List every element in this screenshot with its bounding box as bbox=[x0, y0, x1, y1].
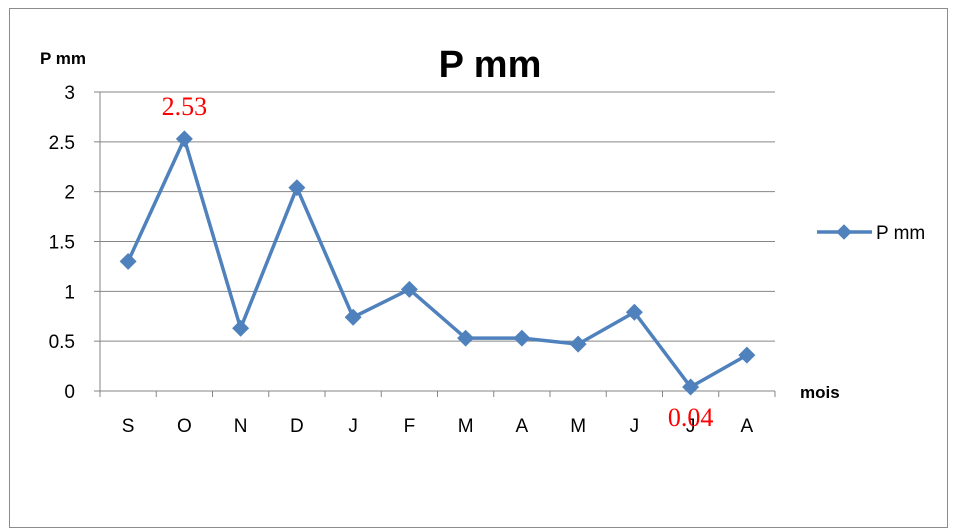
y-tick-label: 1.5 bbox=[49, 233, 75, 254]
data-labels: 2.53 0.04 bbox=[162, 92, 714, 432]
x-tick-label: J bbox=[686, 416, 696, 437]
y-axis-title: P mm bbox=[40, 49, 86, 68]
data-point bbox=[682, 378, 700, 396]
chart-title: P mm bbox=[439, 44, 542, 86]
y-tick-label: 0 bbox=[64, 382, 75, 403]
x-tick-label: D bbox=[290, 416, 304, 437]
data-point bbox=[738, 346, 756, 364]
data-point bbox=[400, 280, 418, 298]
x-tick-label: J bbox=[348, 416, 358, 437]
x-tick-label: M bbox=[458, 416, 474, 437]
y-tick-label: 2.5 bbox=[49, 133, 75, 154]
data-point bbox=[288, 179, 306, 197]
x-tick-label: O bbox=[177, 416, 192, 437]
line-chart: P mm P mm mois 00.511.522.53S O N D J F M A M J J A… bbox=[40, 44, 925, 437]
x-tick-label: N bbox=[234, 416, 248, 437]
y-tick-label: 1 bbox=[64, 282, 75, 303]
x-tick-label: F bbox=[404, 416, 416, 437]
x-axis-title: mois bbox=[800, 383, 840, 402]
x-tick-label: A bbox=[741, 416, 754, 437]
data-point bbox=[457, 329, 475, 347]
data-label: 0.04 bbox=[668, 403, 714, 432]
data-point bbox=[513, 329, 531, 347]
data-point bbox=[625, 303, 643, 321]
legend-marker bbox=[836, 224, 852, 240]
chart-frame bbox=[9, 8, 948, 528]
y-tick-label: 2 bbox=[64, 183, 75, 204]
data-point bbox=[344, 308, 362, 326]
legend: P mm bbox=[817, 223, 925, 244]
x-tick-label: A bbox=[516, 416, 529, 437]
x-tick-label: S bbox=[122, 416, 135, 437]
series-p-mm bbox=[119, 130, 756, 396]
series-line bbox=[126, 137, 748, 389]
grid-lines bbox=[100, 91, 775, 342]
y-tick-label: 3 bbox=[64, 83, 75, 104]
data-point bbox=[119, 252, 137, 270]
data-point bbox=[569, 335, 587, 353]
data-point bbox=[175, 130, 193, 148]
x-tick-label: J bbox=[630, 416, 640, 437]
axes: 00.511.522.53S O N D J F M A M J J A bbox=[49, 83, 776, 437]
y-tick-label: 0.5 bbox=[49, 332, 75, 353]
data-point bbox=[232, 319, 250, 337]
x-tick-label: M bbox=[570, 416, 586, 437]
legend-entry-label: P mm bbox=[876, 223, 925, 244]
data-label: 2.53 bbox=[162, 92, 208, 121]
